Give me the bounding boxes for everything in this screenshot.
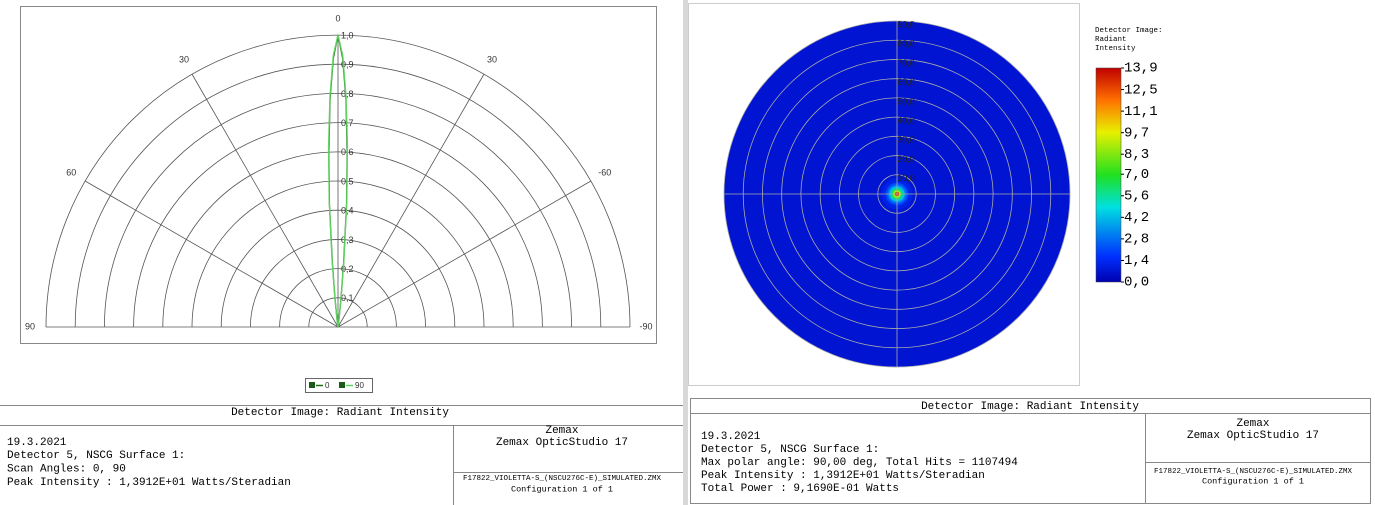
colorbar-label: 1,4: [1124, 253, 1149, 269]
file-name: F17822_VIOLETTA-S_(NSCU276C-E)_SIMULATED…: [1154, 468, 1353, 476]
info-box-lines: [690, 413, 1370, 503]
info-line: Peak Intensity : 1,3912E+01 Watts/Sterad…: [701, 470, 985, 482]
colorbar-label: 12,5: [1124, 82, 1158, 98]
grid-spoke: [337, 73, 485, 328]
r-tick-label: 90,0: [897, 19, 915, 29]
colorbar-label: 4,2: [1124, 210, 1149, 226]
angle-tick-label: 90: [25, 321, 35, 331]
panel-title: Detector Image: Radiant Intensity: [921, 401, 1139, 413]
config: Configuration 1 of 1: [511, 484, 613, 494]
colorbar: [1095, 67, 1122, 283]
info-line: Peak Intensity : 1,3912E+01 Watts/Sterad…: [7, 477, 291, 489]
colorbar-label: 5,6: [1124, 188, 1149, 204]
info-line: Scan Angles: 0, 90: [7, 464, 126, 476]
info-line: 19.3.2021: [7, 437, 67, 449]
colorbar-title: Intensity: [1095, 45, 1136, 53]
colorbar-title: Detector Image:: [1095, 27, 1163, 35]
grid-spoke: [191, 73, 339, 328]
r-tick-label: 20,0: [897, 154, 915, 164]
colorbar-title: Radiant: [1095, 36, 1127, 44]
plot-frame: [20, 6, 657, 344]
colorbar-label: 8,3: [1124, 147, 1149, 163]
legend-label: 0: [325, 381, 330, 390]
file-name: F17822_VIOLETTA-S_(NSCU276C-E)_SIMULATED…: [463, 475, 662, 483]
r-tick-label: 10,0: [897, 173, 915, 183]
r-tick-label: 0,4: [341, 206, 354, 216]
r-tick-label: 70,0: [897, 58, 915, 68]
r-tick-label: 60,0: [897, 77, 915, 87]
r-tick-label: 0,3: [341, 235, 354, 245]
colorbar-label: 7,0: [1124, 167, 1149, 183]
r-tick-label: 30,0: [897, 135, 915, 145]
plot-frame: [688, 3, 1080, 386]
legend-swatch: [339, 382, 345, 388]
colorbar-label: 13,9: [1124, 61, 1158, 77]
info-line: 19.3.2021: [701, 431, 761, 443]
angle-tick-label: 60: [66, 167, 76, 177]
r-tick-label: 1,0: [341, 30, 354, 40]
angle-tick-label: 0: [335, 13, 340, 23]
info-line: Detector 5, NSCG Surface 1:: [701, 444, 879, 456]
company: Zemax: [545, 425, 578, 437]
colorbar-label: 11,1: [1124, 104, 1158, 120]
angle-tick-label: 30: [179, 55, 189, 65]
config: Configuration 1 of 1: [1202, 476, 1304, 486]
r-tick-label: 0,8: [341, 89, 354, 99]
grid-spoke: [337, 180, 592, 328]
info-box: [0, 405, 683, 505]
colorbar-label: 2,8: [1124, 232, 1149, 248]
company: Zemax: [1236, 418, 1269, 430]
r-tick-label: 50,0: [897, 96, 915, 106]
info-line: Max polar angle: 90,00 deg, Total Hits =…: [701, 457, 1018, 469]
grid-spoke: [84, 180, 339, 328]
r-tick-label: 80,0: [897, 39, 915, 49]
legend-swatch: [309, 382, 315, 388]
separator: [683, 0, 688, 505]
r-tick-label: 0,2: [341, 264, 354, 274]
r-tick-label: 0,1: [341, 293, 354, 303]
info-line: Total Power : 9,1690E-01 Watts: [701, 483, 899, 495]
legend-label: 90: [355, 381, 364, 390]
angle-tick-label: -60: [598, 167, 611, 177]
info-box: [690, 398, 1371, 504]
colorbar-label: 0,0: [1124, 275, 1149, 291]
series-line: [327, 34, 349, 328]
r-tick-label: 40,0: [897, 115, 915, 125]
angle-tick-label: -90: [639, 321, 652, 331]
product: Zemax OpticStudio 17: [1187, 430, 1319, 442]
colorbar-label: 9,7: [1124, 125, 1149, 141]
r-tick-label: 0,9: [341, 60, 354, 70]
product: Zemax OpticStudio 17: [496, 437, 628, 449]
panel-title: Detector Image: Radiant Intensity: [231, 407, 449, 419]
angle-tick-label: 30: [487, 55, 497, 65]
info-line: Detector 5, NSCG Surface 1:: [7, 450, 185, 462]
